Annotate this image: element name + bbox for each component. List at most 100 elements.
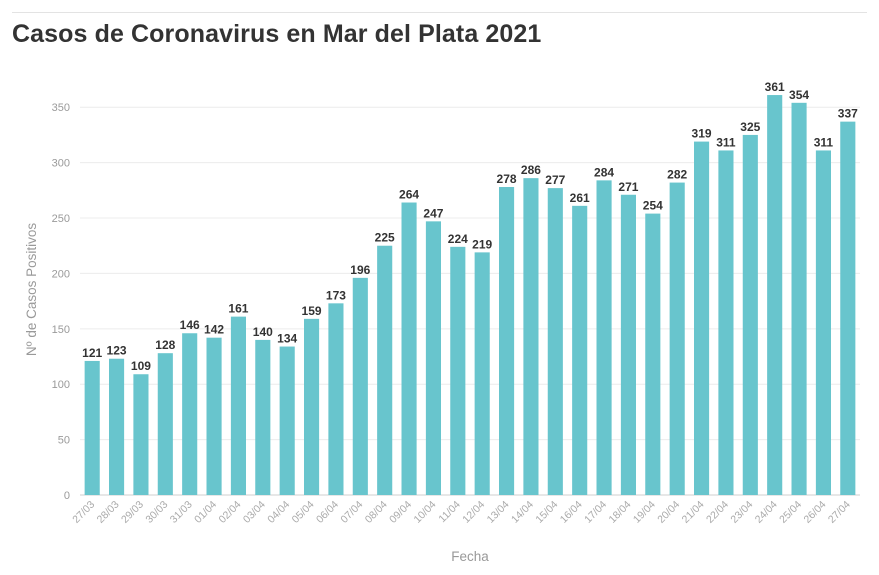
data-label: 219 [472, 237, 492, 251]
x-tick-label: 29/03 [119, 499, 146, 526]
bar [645, 213, 661, 496]
x-tick-label: 07/04 [338, 499, 365, 526]
bar [742, 134, 758, 495]
chart-title: Casos de Coronavirus en Mar del Plata 20… [12, 20, 542, 48]
x-tick-label: 26/04 [801, 499, 828, 526]
y-tick-label: 350 [52, 102, 70, 114]
data-label: 123 [107, 344, 127, 358]
data-label: 278 [497, 172, 517, 186]
data-label: 277 [545, 173, 565, 187]
data-label: 159 [302, 304, 322, 318]
x-tick-label: 18/04 [606, 499, 633, 526]
data-label: 264 [399, 188, 419, 202]
data-label: 121 [82, 346, 102, 360]
x-tick-label: 04/04 [265, 499, 292, 526]
bar [547, 188, 563, 495]
data-label: 247 [423, 206, 443, 220]
data-label: 337 [838, 107, 858, 121]
x-tick-label: 12/04 [460, 499, 487, 526]
data-label: 109 [131, 359, 151, 373]
bar [572, 205, 588, 495]
bar [230, 316, 246, 495]
bar [206, 337, 222, 495]
x-tick-label: 27/04 [826, 499, 853, 526]
data-label: 173 [326, 288, 346, 302]
x-tick-label: 11/04 [436, 499, 463, 526]
bar [450, 246, 466, 495]
x-tick-label: 08/04 [363, 499, 390, 526]
bar [767, 95, 783, 496]
data-label: 286 [521, 163, 541, 177]
bar [499, 187, 515, 496]
bar [377, 245, 393, 495]
x-tick-label: 28/03 [95, 499, 122, 526]
bar [791, 102, 807, 495]
x-tick-label: 30/03 [143, 499, 170, 526]
y-axis: 0 50 100 150 200 250 300 350 [52, 102, 70, 502]
x-tick-label: 02/04 [216, 499, 243, 526]
x-tick-label: 05/04 [290, 499, 317, 526]
bar [401, 202, 417, 495]
x-tick-label: 19/04 [631, 499, 658, 526]
x-tick-label: 16/04 [558, 499, 585, 526]
x-axis-title: Fecha [451, 549, 489, 564]
y-tick-label: 0 [64, 490, 70, 502]
data-label: 146 [180, 318, 200, 332]
bar [352, 277, 368, 495]
bar [718, 150, 734, 495]
y-tick-label: 50 [58, 435, 70, 447]
data-label: 196 [350, 263, 370, 277]
bar [157, 353, 173, 495]
y-tick-label: 100 [52, 379, 70, 391]
bar [133, 374, 149, 495]
x-tick-label: 21/04 [680, 499, 707, 526]
y-tick-label: 250 [52, 213, 70, 225]
bar [815, 150, 831, 495]
bar [328, 303, 344, 495]
data-label: 271 [618, 180, 638, 194]
x-tick-label: 01/04 [192, 499, 219, 526]
bar [596, 180, 612, 495]
x-tick-label: 03/04 [241, 499, 268, 526]
data-label: 224 [448, 232, 468, 246]
x-tick-label: 31/03 [168, 499, 195, 526]
x-tick-label: 25/04 [777, 499, 804, 526]
x-tick-label: 06/04 [314, 499, 341, 526]
bar [474, 252, 490, 495]
data-labels: 121 123 109 128 146 142 161 140 134 159 173 196 225 2… [82, 80, 858, 373]
x-tick-label: 20/04 [655, 499, 682, 526]
x-tick-label: 15/04 [533, 499, 560, 526]
bar [425, 221, 441, 495]
y-tick-label: 300 [52, 158, 70, 170]
bar [304, 318, 320, 495]
bar [109, 358, 125, 495]
data-label: 325 [740, 120, 760, 134]
data-label: 254 [643, 199, 663, 213]
data-label: 311 [814, 135, 834, 149]
data-label: 319 [692, 127, 712, 141]
data-label: 354 [789, 88, 809, 102]
bar [255, 339, 271, 495]
bar [669, 182, 685, 496]
bar [523, 178, 539, 496]
data-label: 225 [375, 231, 395, 245]
bar [182, 333, 198, 495]
data-label: 128 [155, 338, 175, 352]
data-label: 140 [253, 325, 273, 339]
x-tick-label: 14/04 [509, 499, 536, 526]
x-tick-label: 27/03 [70, 499, 97, 526]
x-tick-label: 17/04 [582, 499, 609, 526]
data-label: 311 [716, 135, 736, 149]
y-tick-label: 150 [52, 324, 70, 336]
top-divider [12, 12, 867, 13]
data-label: 261 [570, 191, 590, 205]
data-label: 284 [594, 165, 614, 179]
x-tick-label: 09/04 [387, 499, 414, 526]
bar [840, 121, 856, 496]
y-tick-label: 200 [52, 268, 70, 280]
x-tick-label: 13/04 [485, 499, 512, 526]
bar [279, 346, 295, 495]
data-label: 361 [765, 80, 785, 94]
bar [620, 194, 636, 495]
